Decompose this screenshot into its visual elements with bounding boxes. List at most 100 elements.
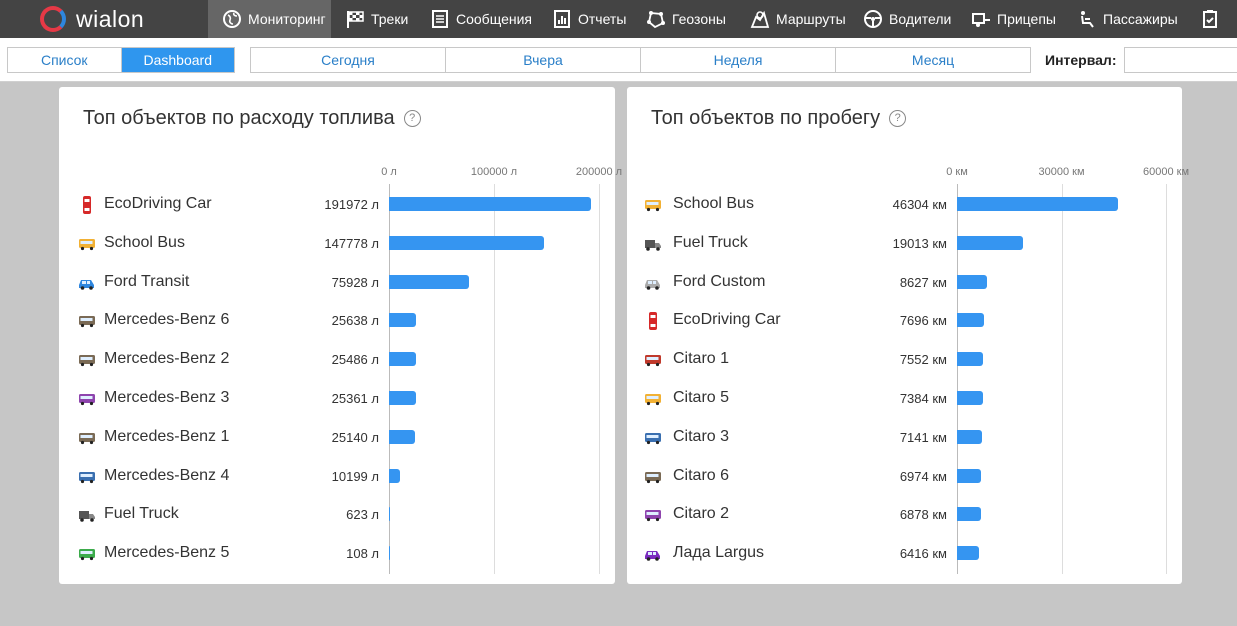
dashboard-tab[interactable]: Dashboard bbox=[121, 48, 234, 72]
bar[interactable] bbox=[389, 468, 400, 483]
unit-name[interactable]: Лада Largus bbox=[673, 544, 764, 562]
nav-item-3[interactable]: Отчеты bbox=[538, 0, 632, 38]
bar[interactable] bbox=[957, 429, 982, 444]
list-icon bbox=[432, 10, 448, 28]
bar[interactable] bbox=[957, 235, 1024, 250]
report-chart-icon bbox=[554, 10, 570, 28]
bar[interactable] bbox=[389, 546, 390, 561]
interval-input[interactable] bbox=[1124, 47, 1237, 73]
unit-name[interactable]: Mercedes-Benz 3 bbox=[104, 389, 230, 406]
unit-name[interactable]: Citaro 6 bbox=[673, 466, 730, 484]
period-week-button[interactable]: Неделя bbox=[641, 48, 836, 72]
blue-bus-icon bbox=[79, 471, 95, 483]
unit-name[interactable]: Citaro 3 bbox=[673, 427, 730, 445]
bar[interactable] bbox=[957, 352, 984, 367]
chart-row[interactable]: Citaro 3 7141 км bbox=[627, 419, 1182, 458]
bar[interactable] bbox=[957, 546, 980, 561]
chart-row[interactable]: Fuel Truck 19013 км bbox=[627, 225, 1182, 264]
unit-name[interactable]: Mercedes-Benz 2 bbox=[104, 350, 230, 368]
nav-item-5[interactable]: Маршруты bbox=[736, 0, 849, 38]
value-label: 7552 км bbox=[899, 352, 947, 368]
bar[interactable] bbox=[389, 352, 416, 367]
nav-item-8[interactable]: Пассажиры bbox=[1063, 0, 1190, 38]
bus-icon bbox=[79, 316, 95, 328]
unit-name[interactable]: Mercedes-Benz 6 bbox=[104, 311, 230, 329]
list-view-tab[interactable]: Список bbox=[8, 48, 122, 72]
chart-row[interactable]: EcoDriving Car 7696 км bbox=[627, 302, 1182, 341]
globe-icon bbox=[223, 10, 241, 28]
unit-name[interactable]: Ford Custom bbox=[673, 272, 766, 290]
chart-row[interactable]: School Bus 46304 км bbox=[627, 186, 1182, 225]
chart-row[interactable]: Mercedes-Benz 5 108 л bbox=[59, 535, 615, 574]
unit-name[interactable]: Mercedes-Benz 4 bbox=[104, 466, 230, 484]
unit-name[interactable]: School Bus bbox=[673, 195, 754, 212]
period-yesterday-button[interactable]: Вчера bbox=[446, 48, 641, 72]
nav-item-7[interactable]: Прицепы bbox=[957, 0, 1063, 38]
chart-row[interactable]: Mercedes-Benz 3 25361 л bbox=[59, 380, 615, 419]
mileage-widget-title: Топ объектов по пробегу bbox=[651, 107, 881, 129]
nav-item-6[interactable]: Водители bbox=[849, 0, 957, 38]
chart-row[interactable]: Citaro 1 7552 км bbox=[627, 341, 1182, 380]
chart-row[interactable]: Ford Custom 8627 км bbox=[627, 264, 1182, 303]
gridline bbox=[599, 184, 600, 574]
unit-name[interactable]: School Bus bbox=[104, 233, 185, 251]
chart-row[interactable]: Ford Transit 75928 л bbox=[59, 264, 615, 303]
bar[interactable] bbox=[957, 468, 982, 483]
help-icon[interactable]: ? bbox=[889, 110, 907, 127]
unit-name[interactable]: Ford Transit bbox=[104, 272, 190, 290]
nav-item-0[interactable]: Мониторинг bbox=[208, 0, 331, 38]
unit-name[interactable]: Citaro 1 bbox=[673, 350, 730, 368]
bar[interactable] bbox=[957, 274, 988, 289]
help-icon[interactable]: ? bbox=[403, 110, 421, 127]
chart-row[interactable]: School Bus 147778 л bbox=[59, 225, 615, 264]
chart-row[interactable]: Mercedes-Benz 2 25486 л bbox=[59, 341, 615, 380]
value-label: 25486 л bbox=[331, 352, 379, 368]
unit-name[interactable]: Mercedes-Benz 1 bbox=[104, 427, 230, 445]
wialon-logo[interactable]: wialon bbox=[0, 0, 207, 38]
unit-name[interactable]: Mercedes-Benz 5 bbox=[104, 544, 230, 562]
unit-name[interactable]: Fuel Truck bbox=[104, 505, 179, 523]
value-label: 7141 км bbox=[899, 429, 947, 445]
chart-row[interactable]: Mercedes-Benz 4 10199 л bbox=[59, 458, 615, 497]
bar[interactable] bbox=[389, 197, 591, 211]
bar[interactable] bbox=[389, 313, 416, 328]
nav-item-label: Пассажиры bbox=[1103, 11, 1178, 27]
bar[interactable] bbox=[957, 197, 1119, 211]
nav-item-label: Водители bbox=[889, 11, 952, 27]
bar[interactable] bbox=[389, 429, 416, 444]
chart-row[interactable]: Citaro 5 7384 км bbox=[627, 380, 1182, 419]
nav-item-4[interactable]: Геозоны bbox=[632, 0, 736, 38]
unit-name[interactable]: Citaro 2 bbox=[673, 505, 730, 523]
unit-name[interactable]: Citaro 5 bbox=[673, 389, 730, 406]
chart-row[interactable]: Citaro 6 6974 км bbox=[627, 458, 1182, 497]
chart-row[interactable]: Fuel Truck 623 л bbox=[59, 496, 615, 535]
logo-text: wialon bbox=[76, 5, 145, 32]
purple-bus-icon bbox=[79, 394, 95, 406]
red-bus-icon bbox=[645, 355, 661, 367]
nav-item-9[interactable] bbox=[1190, 0, 1237, 38]
nav-item-label: Треки bbox=[371, 11, 409, 27]
nav-item-1[interactable]: Треки bbox=[331, 0, 416, 38]
bar[interactable] bbox=[389, 235, 545, 250]
chart-row[interactable]: Mercedes-Benz 6 25638 л bbox=[59, 302, 615, 341]
unit-name[interactable]: Fuel Truck bbox=[673, 233, 748, 251]
trailer-icon bbox=[972, 13, 990, 27]
unit-name[interactable]: EcoDriving Car bbox=[673, 311, 781, 329]
nav-item-2[interactable]: Сообщения bbox=[416, 0, 538, 38]
bar[interactable] bbox=[389, 507, 390, 522]
bar[interactable] bbox=[957, 313, 984, 328]
chart-row[interactable]: Лада Largus 6416 км bbox=[627, 535, 1182, 574]
bar[interactable] bbox=[389, 274, 469, 289]
period-month-button[interactable]: Месяц bbox=[911, 52, 955, 68]
bar[interactable] bbox=[957, 391, 983, 405]
bar[interactable] bbox=[957, 507, 981, 522]
chart-row[interactable]: EcoDriving Car 191972 л bbox=[59, 186, 615, 225]
period-today-button[interactable]: Сегодня bbox=[251, 48, 446, 72]
route-map-icon bbox=[750, 10, 770, 28]
chart-row[interactable]: Citaro 2 6878 км bbox=[627, 496, 1182, 535]
unit-name[interactable]: EcoDriving Car bbox=[104, 195, 212, 212]
chart-row[interactable]: Mercedes-Benz 1 25140 л bbox=[59, 419, 615, 458]
fuel-widget-title: Топ объектов по расходу топлива bbox=[83, 107, 395, 129]
bar[interactable] bbox=[389, 391, 416, 405]
axis-tick-label: 200000 л bbox=[575, 166, 623, 178]
